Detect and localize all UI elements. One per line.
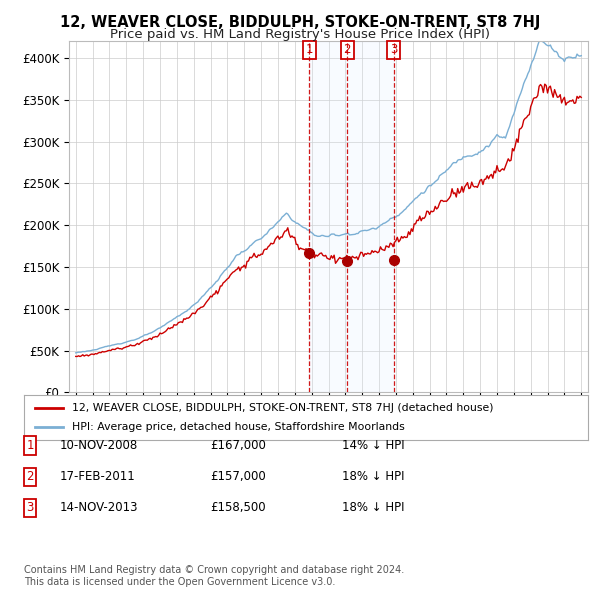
Text: 14-NOV-2013: 14-NOV-2013: [60, 502, 139, 514]
Text: Contains HM Land Registry data © Crown copyright and database right 2024.
This d: Contains HM Land Registry data © Crown c…: [24, 565, 404, 587]
Text: 10-NOV-2008: 10-NOV-2008: [60, 439, 138, 452]
Text: 12, WEAVER CLOSE, BIDDULPH, STOKE-ON-TRENT, ST8 7HJ: 12, WEAVER CLOSE, BIDDULPH, STOKE-ON-TRE…: [60, 15, 540, 30]
Text: 1: 1: [305, 43, 313, 56]
Text: 18% ↓ HPI: 18% ↓ HPI: [342, 502, 404, 514]
Text: 3: 3: [26, 502, 34, 514]
Text: HPI: Average price, detached house, Staffordshire Moorlands: HPI: Average price, detached house, Staf…: [72, 422, 404, 432]
Text: £157,000: £157,000: [210, 470, 266, 483]
Text: 14% ↓ HPI: 14% ↓ HPI: [342, 439, 404, 452]
Text: 1: 1: [26, 439, 34, 452]
Text: 18% ↓ HPI: 18% ↓ HPI: [342, 470, 404, 483]
Text: £158,500: £158,500: [210, 502, 266, 514]
Text: 2: 2: [26, 470, 34, 483]
Text: 2: 2: [344, 43, 351, 56]
Text: 17-FEB-2011: 17-FEB-2011: [60, 470, 136, 483]
Text: 3: 3: [390, 43, 397, 56]
Text: £167,000: £167,000: [210, 439, 266, 452]
Text: Price paid vs. HM Land Registry's House Price Index (HPI): Price paid vs. HM Land Registry's House …: [110, 28, 490, 41]
Text: 12, WEAVER CLOSE, BIDDULPH, STOKE-ON-TRENT, ST8 7HJ (detached house): 12, WEAVER CLOSE, BIDDULPH, STOKE-ON-TRE…: [72, 403, 493, 412]
Bar: [309, 41, 394, 392]
